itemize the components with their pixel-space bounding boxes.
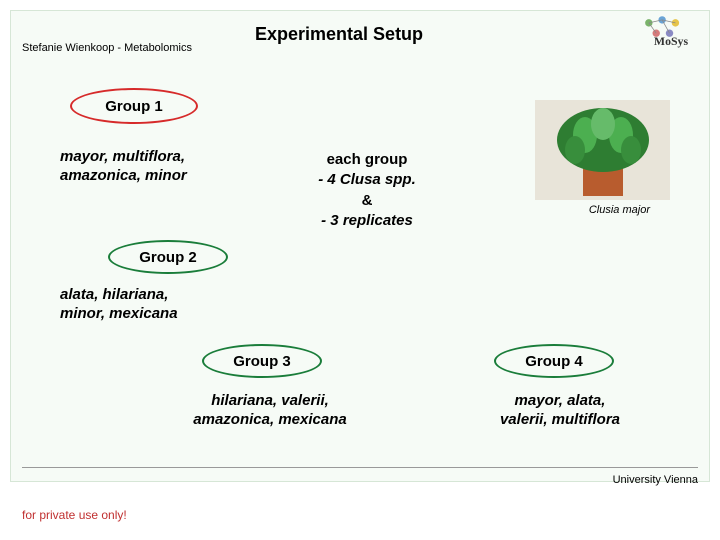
- species-1-line1: mayor, multiflora,: [60, 148, 240, 167]
- group-3-ellipse: Group 3: [202, 344, 322, 378]
- svg-text:MoSys: MoSys: [654, 34, 689, 48]
- species-4-line2: valerii, multiflora: [470, 411, 650, 430]
- species-group-2: alata, hilariana, minor, mexicana: [60, 286, 240, 324]
- group-2-ellipse: Group 2: [108, 240, 228, 274]
- group-1-label: Group 1: [105, 98, 163, 115]
- mosys-logo: MoSys: [634, 14, 708, 48]
- author-line: Stefanie Wienkoop - Metabolomics: [22, 42, 192, 54]
- group-4-label: Group 4: [525, 353, 583, 370]
- center-line-4: - 3 replicates: [282, 211, 452, 231]
- group-3-label: Group 3: [233, 353, 291, 370]
- species-1-line2: amazonica, minor: [60, 167, 240, 186]
- group-4-ellipse: Group 4: [494, 344, 614, 378]
- species-group-3: hilariana, valerii, amazonica, mexicana: [160, 392, 380, 430]
- center-line-1: each group: [282, 150, 452, 170]
- species-3-line2: amazonica, mexicana: [160, 411, 380, 430]
- center-line-3: &: [282, 191, 452, 211]
- group-1-ellipse: Group 1: [70, 88, 198, 124]
- footer-note: for private use only!: [22, 508, 127, 522]
- species-4-line1: mayor, alata,: [470, 392, 650, 411]
- species-group-1: mayor, multiflora, amazonica, minor: [60, 148, 240, 186]
- divider: [22, 467, 698, 468]
- species-3-line1: hilariana, valerii,: [160, 392, 380, 411]
- species-2-line2: minor, mexicana: [60, 305, 240, 324]
- center-description: each group - 4 Clusa spp. & - 3 replicat…: [282, 150, 452, 231]
- group-2-label: Group 2: [139, 249, 197, 266]
- plant-image: [535, 100, 670, 200]
- plant-caption: Clusia major: [589, 204, 650, 216]
- page-title: Experimental Setup: [255, 24, 423, 45]
- species-2-line1: alata, hilariana,: [60, 286, 240, 305]
- university-label: University Vienna: [613, 474, 698, 486]
- center-line-2: - 4 Clusa spp.: [282, 170, 452, 190]
- species-group-4: mayor, alata, valerii, multiflora: [470, 392, 650, 430]
